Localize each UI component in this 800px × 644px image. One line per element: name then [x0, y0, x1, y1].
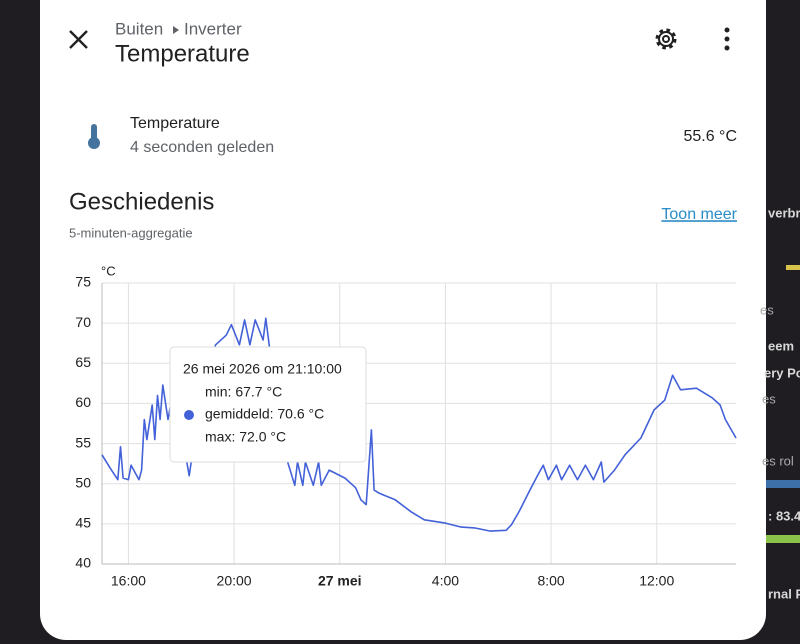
data-line: [101, 317, 737, 532]
bg-text: rnal P: [768, 586, 800, 601]
breadcrumb-item: Inverter: [184, 19, 242, 38]
tooltip: 26 mei 2026 om 21:10:00 min: 67.7 °C gem…: [169, 346, 367, 463]
bg-text: verbr: [768, 205, 800, 220]
history-title: Geschiedenis: [69, 188, 214, 215]
bg-bar: [766, 535, 800, 543]
y-tick-label: 65: [75, 354, 91, 370]
dialog-title: Temperature: [115, 40, 250, 67]
breadcrumb-item: Buiten: [115, 19, 163, 38]
y-tick-label: 50: [75, 474, 91, 490]
settings-button[interactable]: [655, 28, 677, 50]
x-tick-label: 27 mei: [318, 573, 362, 589]
more-link[interactable]: Toon meer: [661, 206, 737, 223]
tooltip-box: [169, 346, 367, 463]
bg-text: : 83.4: [768, 508, 800, 523]
y-tick-label: 75: [75, 274, 91, 290]
thermometer-icon: [88, 124, 100, 149]
bg-text: ery Po: [764, 365, 800, 380]
y-tick-label: 60: [75, 394, 91, 410]
background-fragments: verbr es eem ery Po es es rol : 83.4 rna…: [760, 205, 800, 601]
history-subtitle: 5-minuten-aggregatie: [69, 225, 193, 240]
last-changed: 4 seconden geleden: [130, 139, 274, 156]
tooltip-dot: [184, 410, 194, 420]
y-tick-label: 40: [75, 555, 91, 571]
bg-text: es: [760, 302, 774, 317]
y-tick-label: 55: [75, 434, 91, 450]
tooltip-line: max: 72.0 °C: [205, 429, 286, 445]
y-axis-label: °C: [101, 263, 116, 278]
x-tick-label: 12:00: [639, 573, 674, 589]
x-tick-label: 8:00: [537, 573, 564, 589]
tooltip-line: min: 67.7 °C: [205, 384, 282, 400]
x-tick-label: 20:00: [217, 573, 252, 589]
x-tick-label: 4:00: [432, 573, 459, 589]
bg-text: es: [762, 391, 776, 406]
menu-button[interactable]: [724, 27, 730, 51]
x-tick-label: 16:00: [111, 573, 146, 589]
entity-name: Temperature: [130, 115, 220, 132]
y-tick-label: 70: [75, 314, 91, 330]
breadcrumb-separator: [173, 26, 179, 34]
bg-bar: [766, 480, 800, 488]
bg-bar: [786, 265, 800, 270]
close-button[interactable]: [69, 30, 88, 49]
bg-text: es rol: [762, 453, 794, 468]
entity-state: 55.6 °C: [683, 128, 737, 145]
more-info-dialog: [40, 0, 766, 640]
bg-text: eem: [768, 338, 794, 353]
tooltip-line: gemiddeld: 70.6 °C: [205, 406, 324, 422]
y-tick-label: 45: [75, 515, 91, 531]
tooltip-title: 26 mei 2026 om 21:10:00: [183, 361, 342, 377]
